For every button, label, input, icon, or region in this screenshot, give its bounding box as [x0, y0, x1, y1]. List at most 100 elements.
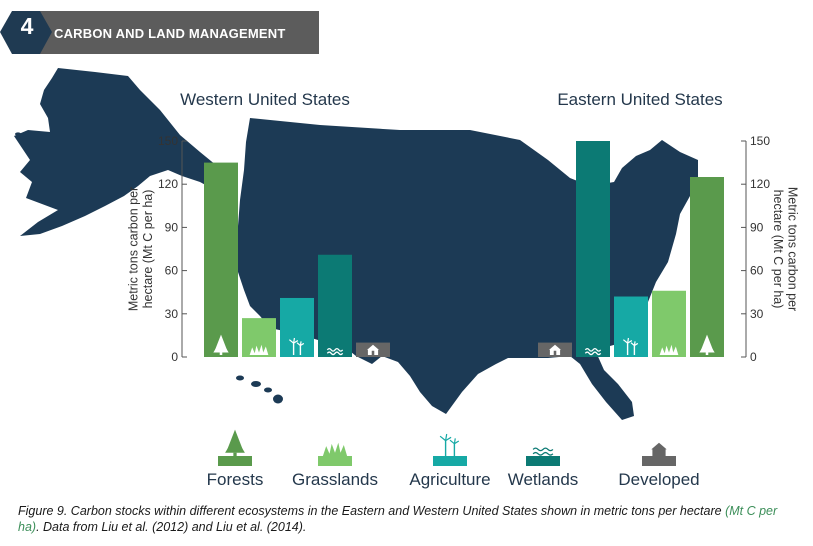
- y-axis-label-line: Metric tons carbon per: [127, 187, 141, 311]
- house-icon: [549, 344, 561, 355]
- tree-icon: [213, 334, 229, 355]
- legend-swatch: [526, 456, 560, 466]
- grass-icon: [659, 344, 679, 355]
- legend-label: Wetlands: [508, 470, 579, 489]
- bar: [614, 296, 648, 357]
- y-tick-label: 0: [171, 350, 178, 364]
- bar: [318, 254, 352, 357]
- y-tick-label: 120: [750, 177, 770, 191]
- grass-icon: [322, 442, 348, 456]
- bar-group: [614, 296, 648, 357]
- hawaii-island: [264, 387, 272, 393]
- legend-item-grasslands: Grasslands: [292, 442, 378, 489]
- bar-group: [576, 141, 610, 357]
- tree-icon: [699, 334, 715, 355]
- house-door: [371, 350, 375, 355]
- house-shape: [651, 442, 667, 456]
- section-header: 4 CARBON AND LAND MANAGEMENT: [0, 0, 320, 54]
- bar-group: [538, 342, 572, 357]
- legend-item-agriculture: Agriculture: [409, 433, 491, 489]
- bar: [652, 290, 686, 357]
- turbine-blade: [449, 439, 455, 445]
- y-tick-label: 30: [750, 307, 764, 321]
- tree-icon: [225, 429, 245, 456]
- grass-icon: [249, 344, 269, 355]
- grass-blades: [659, 344, 679, 355]
- legend-label: Grasslands: [292, 470, 378, 489]
- turbine-blade: [293, 340, 299, 344]
- turbine-blade: [454, 440, 460, 445]
- y-tick-label: 60: [750, 264, 764, 278]
- legend-label: Forests: [207, 470, 264, 489]
- turbine-blade: [296, 342, 301, 346]
- y-axis-label-line: Metric tons carbon per: [786, 187, 800, 311]
- legend-swatch: [642, 456, 676, 466]
- y-tick-label: 30: [165, 307, 179, 321]
- chart-title: Eastern United States: [557, 90, 722, 109]
- house-icon: [651, 442, 667, 456]
- legend: Forests Grasslands Agriculture Wetlands Deve…: [207, 429, 700, 489]
- wave-line: [584, 351, 602, 356]
- house-door: [553, 350, 557, 355]
- wave-line: [326, 348, 344, 352]
- alaska-shape: [14, 68, 238, 236]
- turbine-blade: [439, 435, 446, 442]
- tree-shape: [213, 339, 229, 353]
- hawaii-island: [273, 394, 283, 404]
- tree-shape: [699, 339, 715, 353]
- y-tick-label: 0: [750, 350, 757, 364]
- turbine-blade: [293, 337, 296, 344]
- legend-swatch: [433, 456, 467, 466]
- water-waves-icon: [326, 348, 344, 356]
- wave-line: [584, 348, 602, 352]
- water-waves-icon: [584, 348, 602, 356]
- wind-turbine-icon: [622, 337, 639, 355]
- y-axis-label-line: hectare (Mt C per ha): [771, 190, 785, 309]
- header-shape: [0, 11, 319, 54]
- turbine-blade: [445, 436, 452, 442]
- tree-shape: [225, 436, 245, 453]
- legend-swatch: [218, 456, 252, 466]
- house-shape: [367, 344, 379, 355]
- turbine-blade: [627, 340, 633, 344]
- bar: [242, 318, 276, 357]
- grass-blades: [249, 344, 269, 355]
- header-badge: [0, 11, 52, 54]
- legend-swatch: [318, 456, 352, 466]
- house-shape: [549, 344, 561, 355]
- turbine-blade: [445, 433, 448, 441]
- bar-group: [242, 318, 276, 357]
- chapter-number: 4: [20, 13, 34, 39]
- wave-line: [326, 351, 344, 356]
- turbine-blade: [453, 438, 456, 444]
- bar-group: [280, 297, 314, 357]
- bar-group: [652, 290, 686, 357]
- turbine-blade: [633, 341, 636, 346]
- contiguous-us-shape: [236, 118, 698, 420]
- tree-trunk: [233, 452, 237, 456]
- house-icon: [367, 344, 379, 355]
- hawaii-island: [251, 381, 261, 387]
- aleutian-island: [15, 132, 21, 136]
- water-waves-icon: [532, 447, 554, 456]
- chapter-title: CARBON AND LAND MANAGEMENT: [54, 26, 286, 41]
- turbine-blade: [622, 339, 628, 344]
- y-axis-label: Metric tons carbon perhectare (Mt C per …: [127, 187, 155, 311]
- legend-label: Agriculture: [409, 470, 490, 489]
- bar: [280, 297, 314, 357]
- turbine-blade: [630, 342, 635, 346]
- y-axis-label: Metric tons carbon perhectare (Mt C per …: [771, 187, 799, 311]
- bar-group: [690, 177, 724, 357]
- chart-title: Western United States: [180, 90, 350, 109]
- legend-label: Developed: [618, 470, 699, 489]
- tree-trunk: [705, 352, 709, 355]
- caption-source: . Data from Liu et al. (2012) and Liu et…: [36, 520, 307, 534]
- turbine-blade: [627, 337, 630, 344]
- house-door: [657, 450, 661, 456]
- y-tick-label: 90: [750, 220, 764, 234]
- caption-unit: (Mt C per ha): [18, 504, 778, 534]
- y-tick-label: 150: [158, 134, 178, 148]
- bar-group: [318, 254, 352, 357]
- caption-text: Figure 9. Carbon stocks within different…: [18, 504, 726, 518]
